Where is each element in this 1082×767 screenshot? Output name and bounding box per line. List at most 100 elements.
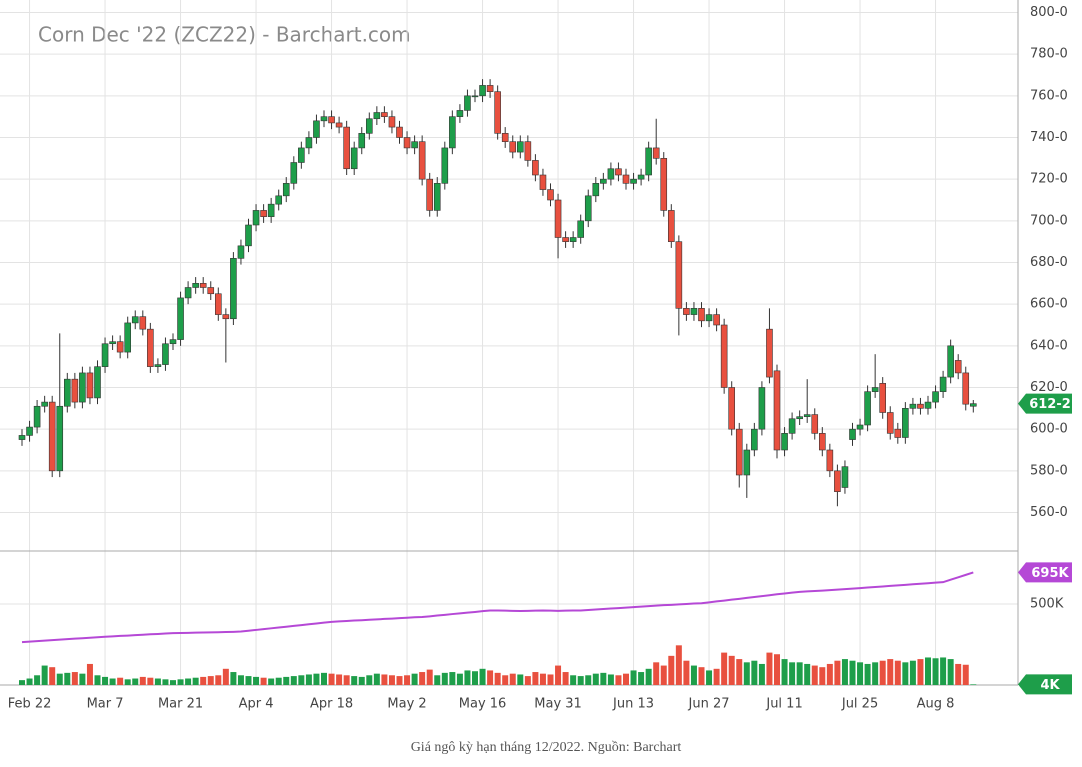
volume-bar xyxy=(690,665,697,685)
volume-bar xyxy=(358,676,365,685)
volume-bar xyxy=(464,670,471,685)
volume-bar xyxy=(94,675,101,685)
volume-bar xyxy=(894,660,901,685)
x-tick-label: Aug 8 xyxy=(917,697,955,712)
volume-bar xyxy=(600,672,607,685)
candle-body xyxy=(154,364,162,367)
volume-bar xyxy=(683,660,690,685)
candle-body xyxy=(796,416,803,420)
y-tick-label: 740-0 xyxy=(1030,130,1068,145)
candle-body xyxy=(924,401,932,409)
candle-body xyxy=(751,428,758,451)
candle-body xyxy=(615,168,622,176)
open-interest-label: 695K xyxy=(1031,566,1069,581)
volume-bar xyxy=(887,659,894,685)
volume-bar xyxy=(192,677,199,685)
volume-bar xyxy=(796,662,803,685)
candle-body xyxy=(343,126,350,170)
volume-bar xyxy=(675,645,682,685)
candle-body xyxy=(124,322,131,353)
volume-bar xyxy=(426,669,433,685)
candle-body xyxy=(230,258,237,320)
candle-body xyxy=(939,376,947,392)
candle-body xyxy=(275,195,283,205)
candle-body xyxy=(320,116,328,122)
volume-bar xyxy=(970,684,977,685)
volume-bar xyxy=(260,677,267,685)
candle-body xyxy=(969,403,977,407)
candle-body xyxy=(773,370,781,451)
candle-body xyxy=(298,147,305,163)
candle-body xyxy=(282,183,290,197)
volume-bar xyxy=(419,672,426,685)
candle-body xyxy=(607,168,615,180)
volume-bar xyxy=(298,675,305,685)
candle-body xyxy=(539,174,547,190)
volume-bar xyxy=(305,674,312,685)
candle-body xyxy=(79,372,86,403)
volume-bar xyxy=(41,665,48,685)
open-interest-line xyxy=(21,571,974,644)
volume-bar xyxy=(109,678,116,685)
volume-bar xyxy=(396,676,403,685)
y-tick-label: 800-0 xyxy=(1030,5,1068,20)
volume-bar xyxy=(517,674,524,685)
volume-bar xyxy=(449,672,456,685)
candle-body xyxy=(411,141,418,149)
candle-body xyxy=(720,324,728,388)
candle-body xyxy=(335,122,343,128)
volume-bar xyxy=(940,657,947,685)
candle-body xyxy=(886,412,894,434)
volume-bar xyxy=(532,672,539,685)
candle-body xyxy=(245,224,252,247)
volume-bar xyxy=(789,662,796,685)
volume-bar xyxy=(947,659,954,685)
candle-body xyxy=(728,387,736,430)
volume-tag xyxy=(1018,674,1072,695)
volume-bar xyxy=(502,675,509,685)
volume-bar xyxy=(185,678,192,685)
volume-bar xyxy=(170,680,176,685)
candle-body xyxy=(139,316,147,330)
candle-body xyxy=(109,341,116,345)
y-tick-label: 620-0 xyxy=(1030,380,1068,395)
volume-bar xyxy=(245,676,252,685)
volume-bar xyxy=(781,659,788,685)
candle-body xyxy=(471,95,479,98)
candle-body xyxy=(449,116,456,149)
candle-body xyxy=(592,183,600,197)
candle-body xyxy=(698,308,705,322)
chart-title: Corn Dec '22 (ZCZ22) - Barchart.com xyxy=(38,23,411,47)
grid xyxy=(0,0,1018,685)
candle-body xyxy=(871,387,879,392)
candle-body xyxy=(841,466,849,488)
volume-bar xyxy=(275,677,282,685)
candle-body xyxy=(290,162,298,184)
volume-bar xyxy=(71,672,78,685)
candle-body xyxy=(464,95,471,111)
candle-body xyxy=(554,199,562,238)
volume-bar xyxy=(373,673,380,685)
candle-body xyxy=(954,360,962,374)
volume-bar xyxy=(381,674,388,685)
volume-bar xyxy=(585,675,592,685)
candle-body xyxy=(56,405,64,472)
candle-body xyxy=(501,133,509,142)
volume-bar xyxy=(34,675,41,685)
volume-bar xyxy=(139,676,146,685)
volume-bar xyxy=(932,658,939,685)
candle-body xyxy=(584,195,592,222)
candle-body xyxy=(313,120,320,138)
volume-bar xyxy=(207,676,214,685)
candle-body xyxy=(358,133,366,149)
volume-bar xyxy=(623,673,629,685)
volume-bar xyxy=(177,679,184,685)
candle-body xyxy=(562,237,569,242)
x-tick-label: Jul 11 xyxy=(765,697,802,712)
candle-body xyxy=(577,220,585,238)
volume-bar xyxy=(147,677,154,685)
volume-bar xyxy=(26,678,33,685)
volume-bar xyxy=(154,678,161,685)
volume-bar xyxy=(336,674,343,685)
candle-body xyxy=(365,118,373,134)
